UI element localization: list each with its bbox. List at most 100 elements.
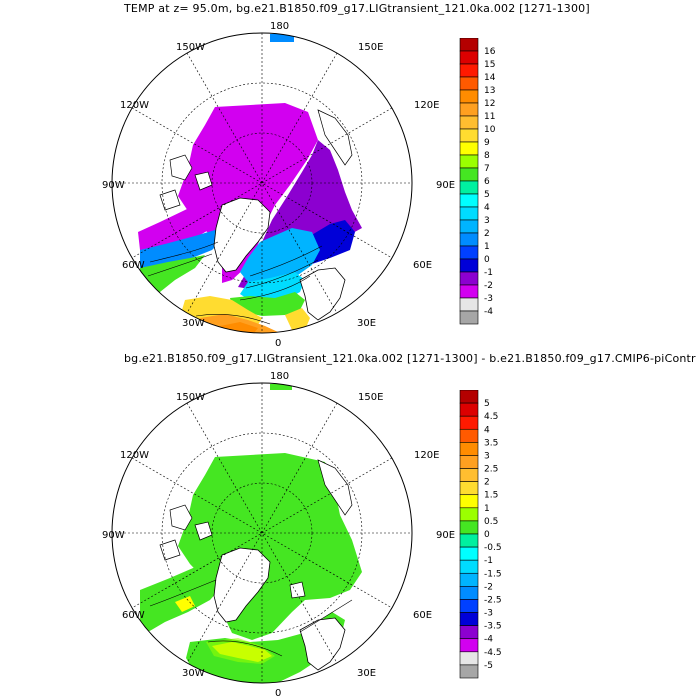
colorbar-swatch: [459, 402, 479, 417]
colorbar-label: 3: [484, 216, 490, 226]
nordic-blue: [240, 228, 320, 284]
nordic-green: [230, 292, 305, 316]
lon-label-150e: 150E: [358, 392, 383, 403]
colorbar-label: -2.5: [484, 595, 502, 605]
colorbar-label: 0.5: [484, 517, 498, 527]
baffin-magenta: [138, 200, 228, 252]
lon-label-90w: 90W: [102, 180, 125, 191]
colorbar-swatch: [459, 63, 479, 78]
bottom-colorbar: 5 4.5 4 3.5 3 2.5 2 1.5 1 0.5 0 -0.5 -1 -1.5 -2 -2.5 -3 -…: [459, 390, 502, 679]
colorbar-label: 2.5: [484, 465, 498, 475]
lon-label-0: 0: [275, 338, 281, 349]
north-sea-yellow: [285, 308, 310, 330]
colorbar-swatch: [459, 442, 479, 456]
colorbar-label: 5: [484, 190, 490, 200]
colorbar-label: 14: [484, 73, 496, 83]
colorbar-label: 8: [484, 151, 490, 161]
colorbar-label: -5: [484, 661, 493, 671]
colorbar-label: 10: [484, 125, 496, 135]
colorbar-swatch: [459, 219, 479, 234]
colorbar-swatch: [459, 638, 479, 653]
colorbar-label: -3: [484, 294, 493, 304]
colorbar-label: 4: [484, 425, 490, 435]
colorbar-label: 5: [484, 399, 490, 409]
colorbar-label: -2: [484, 281, 493, 291]
colorbar-swatch: [459, 284, 479, 299]
top-panel-title: TEMP at z= 95.0m, bg.e21.B1850.f09_g17.L…: [124, 2, 590, 15]
lon-label-150e: 150E: [358, 42, 383, 53]
colorbar-swatch: [459, 481, 479, 496]
colorbar-swatch: [459, 115, 479, 130]
colorbar-swatch: [459, 625, 479, 640]
lon-label-180: 180: [270, 371, 289, 382]
colorbar-label: 15: [484, 60, 495, 70]
colorbar-swatch: [459, 258, 479, 273]
top-map: 180 0 90W 90E 150W 150E 120W 120E 60W 60…: [102, 21, 455, 349]
lon-label-150w: 150W: [176, 392, 205, 403]
colorbar-swatch: [459, 572, 479, 587]
colorbar-label: 4.5: [484, 412, 498, 422]
colorbar-swatch: [459, 468, 479, 482]
colorbar-label: 2: [484, 229, 490, 239]
colorbar-swatch: [459, 612, 479, 626]
colorbar-label: 4: [484, 203, 490, 213]
colorbar-swatch: [459, 89, 479, 104]
bottom-panel-title: bg.e21.B1850.f09_g17.LIGtransient_121.0k…: [124, 352, 696, 365]
colorbar-label: 1: [484, 242, 490, 252]
colorbar-swatch: [459, 428, 479, 443]
lon-label-30w: 30W: [182, 318, 205, 329]
colorbar-label: -1: [484, 556, 493, 566]
colorbar-label: -1: [484, 268, 493, 278]
colorbar-swatch: [459, 297, 479, 312]
colorbar-label: 7: [484, 164, 490, 174]
colorbar-label: 3: [484, 451, 490, 461]
colorbar-swatch: [459, 599, 479, 613]
colorbar-swatch: [459, 245, 479, 260]
colorbar-swatch: [459, 310, 479, 325]
lon-label-60e: 60E: [413, 260, 432, 271]
colorbar-swatch: [459, 180, 479, 195]
colorbar-label: -4: [484, 307, 493, 317]
colorbar-swatch: [459, 415, 479, 430]
labrador-blue: [140, 230, 222, 268]
colorbar-label: 1: [484, 504, 490, 514]
colorbar-label: 16: [484, 47, 496, 57]
colorbar-swatch: [459, 167, 479, 182]
lon-label-90e: 90E: [436, 180, 455, 191]
bottom-map: 180 0 90W 90E 150W 150E 120W 120E 60W 60…: [102, 371, 455, 699]
colorbar-label: 13: [484, 86, 495, 96]
scandinavia: [299, 267, 346, 321]
lon-label-30e: 30E: [357, 668, 376, 679]
lon-label-0: 0: [275, 688, 281, 699]
lon-label-60e: 60E: [413, 610, 432, 621]
lon-label-180: 180: [270, 21, 289, 32]
lon-label-90w: 90W: [102, 530, 125, 541]
colorbar-swatch: [459, 154, 479, 169]
colorbar-label: 2: [484, 478, 490, 488]
colorbar-label: 3.5: [484, 438, 498, 448]
labrador-yellow: [175, 596, 195, 612]
colorbar-label: -3.5: [484, 622, 502, 632]
lon-label-120e: 120E: [414, 450, 439, 461]
colorbar-swatch: [459, 271, 479, 286]
colorbar-label: 9: [484, 138, 490, 148]
colorbar-swatch: [459, 664, 479, 679]
lon-label-30w: 30W: [182, 668, 205, 679]
colorbar-swatch: [459, 102, 479, 117]
colorbar-swatch: [459, 206, 479, 221]
colorbar-swatch: [459, 586, 479, 600]
labrador-green: [140, 560, 226, 632]
colorbar-label: -4: [484, 635, 493, 645]
colorbar-swatch: [459, 546, 479, 561]
colorbar-swatch: [459, 141, 479, 156]
greenland: [213, 547, 271, 623]
scandinavia: [299, 617, 346, 671]
lon-label-60w: 60W: [122, 260, 145, 271]
colorbar-swatch: [459, 232, 479, 247]
colorbar-label: -3: [484, 609, 493, 619]
colorbar-label: 12: [484, 99, 495, 109]
colorbar-label: 6: [484, 177, 490, 187]
colorbar-swatch: [459, 390, 479, 404]
colorbar-swatch: [459, 76, 479, 91]
colorbar-swatch: [459, 507, 479, 522]
